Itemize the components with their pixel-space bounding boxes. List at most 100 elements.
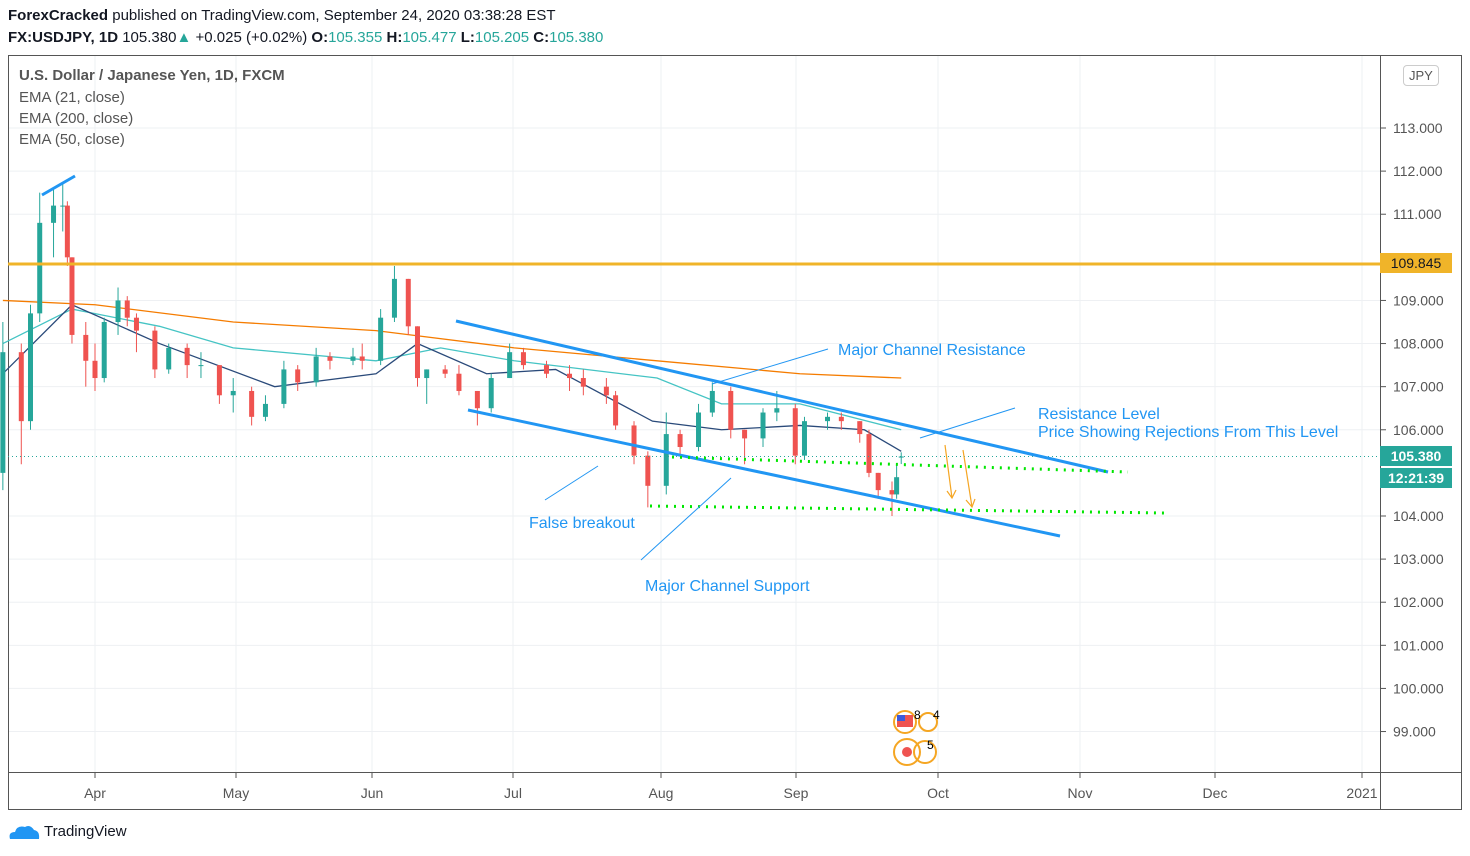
- ema200-line: [2, 299, 902, 379]
- candle-body: [857, 421, 863, 435]
- last-price-tag: 105.380: [1380, 446, 1452, 466]
- x-tick-label: Dec: [1203, 785, 1228, 801]
- x-tick-label: Jul: [504, 785, 522, 801]
- legend-ema50[interactable]: EMA (50, close): [19, 131, 125, 148]
- candle-body: [37, 222, 43, 314]
- candle-body: [230, 390, 236, 396]
- candle-body: [543, 365, 549, 374]
- candle-body: [60, 205, 66, 207]
- x-tick-label: Apr: [84, 785, 106, 801]
- change: +0.025 (+0.02%): [195, 29, 308, 46]
- x-tick-label: May: [223, 785, 249, 801]
- chart-title: U.S. Dollar / Japanese Yen, 1D, FXCM: [19, 67, 285, 84]
- y-tick-label: 100.000: [1393, 680, 1444, 696]
- event-count: 5: [927, 738, 934, 752]
- annotation-channel-resistance[interactable]: Major Channel Resistance: [838, 342, 1026, 359]
- y-tick-label: 108.000: [1393, 336, 1444, 352]
- candle-body: [898, 456, 904, 458]
- candle-body: [456, 373, 462, 391]
- candle-body: [889, 490, 895, 495]
- y-tick-label: 103.000: [1393, 551, 1444, 567]
- candle-body: [580, 378, 586, 387]
- candle-body: [474, 390, 480, 409]
- candle-body: [0, 352, 6, 473]
- candle-body: [866, 434, 872, 473]
- candle-body: [184, 347, 190, 366]
- candle-body: [424, 369, 430, 379]
- last-price: 105.380: [122, 29, 177, 46]
- candle-body: [101, 321, 107, 379]
- candle-body: [507, 352, 513, 379]
- author[interactable]: ForexCracked: [8, 7, 109, 24]
- up-arrow-icon: ▲: [176, 29, 192, 46]
- currency-button[interactable]: JPY: [1403, 65, 1439, 86]
- candle-body: [613, 395, 619, 426]
- candle-body: [378, 317, 384, 361]
- candle-body: [520, 352, 526, 366]
- down-arrows-icon: [944, 444, 976, 509]
- dotted-support-line-lower[interactable]: [649, 504, 1167, 515]
- resistance-price-tag: 109.845: [1380, 253, 1452, 273]
- event-count: 8: [914, 708, 921, 722]
- candle-body: [28, 313, 34, 422]
- candle-body: [792, 408, 798, 456]
- y-tick-label: 101.000: [1393, 637, 1444, 653]
- brand-name: TradingView: [44, 823, 127, 840]
- low-label: L:: [460, 29, 475, 46]
- annotation-rejections[interactable]: Price Showing Rejections From This Level: [1038, 424, 1338, 441]
- candle-body: [728, 390, 734, 430]
- close-label: C:: [533, 29, 550, 46]
- candle-body: [663, 434, 669, 486]
- annotation-resistance-level[interactable]: Resistance Level: [1038, 406, 1160, 423]
- y-tick-label: 104.000: [1393, 508, 1444, 524]
- x-tick-label: Oct: [927, 785, 949, 801]
- candle-body: [281, 369, 287, 404]
- candle-body: [216, 365, 222, 396]
- dotted-support-line-upper[interactable]: [671, 455, 1129, 474]
- candle-body: [69, 257, 75, 335]
- y-tick-label: 111.000: [1393, 206, 1442, 222]
- candle-body: [414, 326, 420, 379]
- candle-body: [760, 412, 766, 439]
- channel-support-line[interactable]: [467, 408, 1061, 538]
- economic-events-icon[interactable]: 8 4 5: [893, 708, 940, 766]
- x-tick-label: 2021: [1346, 785, 1377, 801]
- candle-body: [198, 365, 204, 367]
- candle-body: [645, 455, 651, 486]
- candle-body: [442, 369, 448, 374]
- false-breakout-arrow: [544, 465, 599, 501]
- candle-body: [18, 352, 24, 422]
- annotation-false-breakout[interactable]: False breakout: [529, 515, 635, 532]
- x-tick-label: Aug: [649, 785, 674, 801]
- high-value: 105.477: [402, 29, 457, 46]
- candle-body: [742, 429, 748, 439]
- y-tick-label: 102.000: [1393, 594, 1444, 610]
- ema21-line: [2, 303, 902, 452]
- candle-body: [894, 477, 900, 495]
- annotation-channel-support[interactable]: Major Channel Support: [645, 578, 810, 595]
- legend-ema200[interactable]: EMA (200, close): [19, 110, 134, 127]
- publish-info: ForexCracked published on TradingView.co…: [8, 7, 556, 24]
- y-tick-label: 112.000: [1393, 163, 1443, 179]
- tradingview-logo[interactable]: TradingView: [8, 823, 127, 840]
- candle-body: [327, 356, 333, 361]
- candle-body: [166, 347, 172, 370]
- legend-ema21[interactable]: EMA (21, close): [19, 89, 125, 106]
- x-tick-label: Nov: [1068, 785, 1093, 801]
- candle-body: [696, 412, 702, 448]
- candle-body: [838, 416, 844, 422]
- top-trendline[interactable]: [41, 174, 76, 197]
- candle-body: [875, 472, 881, 491]
- y-tick-label: 106.000: [1393, 422, 1444, 438]
- low-value: 105.205: [474, 29, 530, 46]
- x-tick-label: Jun: [361, 785, 384, 801]
- candle-body: [677, 434, 683, 448]
- tradingview-cloud-icon: [9, 825, 40, 839]
- y-tick-label: 109.000: [1393, 292, 1444, 308]
- candle-body: [359, 356, 365, 361]
- ema50-line: [2, 308, 902, 431]
- channel-resistance-line[interactable]: [455, 319, 1109, 474]
- y-tick-label: 107.000: [1393, 379, 1444, 395]
- candle-body: [709, 390, 715, 413]
